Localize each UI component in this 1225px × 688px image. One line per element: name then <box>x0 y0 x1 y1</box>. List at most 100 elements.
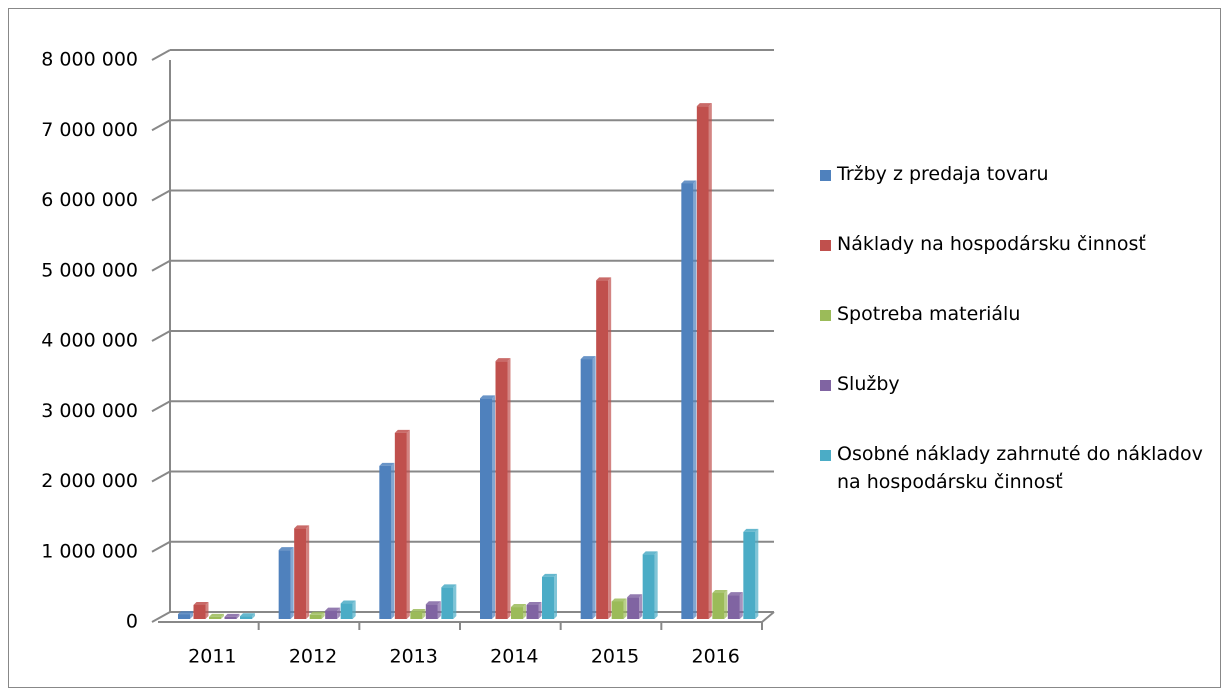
bar-side <box>654 551 658 619</box>
bar-side <box>554 573 557 619</box>
bar-side <box>321 611 325 619</box>
bar-side <box>523 604 526 619</box>
tick-mark <box>151 611 171 623</box>
legend-swatch <box>820 450 831 461</box>
x-tick-label: 2013 <box>389 646 437 668</box>
y-tick-label: 4 000 000 <box>41 330 138 352</box>
bar-top <box>340 600 356 604</box>
legend-label: Služby <box>837 373 900 395</box>
bar-top <box>511 604 526 608</box>
bar <box>441 587 454 619</box>
x-tick-label: 2012 <box>289 646 337 668</box>
bar-side <box>708 103 712 620</box>
bar <box>526 604 539 619</box>
tick-mark <box>151 400 171 413</box>
bar-side <box>538 601 542 619</box>
legend-label: Spotreba materiálu <box>837 303 1021 325</box>
bar-side <box>406 429 410 619</box>
bar-side <box>290 547 294 619</box>
bar-top <box>425 601 441 605</box>
bar <box>278 550 291 619</box>
legend-item: Spotreba materiálu <box>820 300 1215 328</box>
tick-mark <box>151 259 171 272</box>
bar-side <box>739 592 743 619</box>
bar-top <box>542 573 557 577</box>
bar-top <box>596 277 612 281</box>
x-tick-label: 2015 <box>591 646 639 668</box>
bar-side <box>252 613 255 619</box>
bar <box>410 611 423 619</box>
y-tick-label: 3 000 000 <box>41 400 138 422</box>
bar-top <box>642 551 658 555</box>
bar-side <box>337 607 341 619</box>
bar-top <box>278 547 294 551</box>
bar-top <box>178 611 193 615</box>
bar <box>480 398 492 619</box>
bar <box>727 595 740 619</box>
legend-swatch <box>820 380 831 391</box>
bar-side <box>453 584 457 619</box>
bar-side <box>352 600 356 619</box>
y-tick-label: 1 000 000 <box>41 540 138 562</box>
bar <box>681 183 694 619</box>
bar <box>240 616 252 619</box>
bar-top <box>325 607 341 611</box>
bar-side <box>190 611 193 619</box>
bar-top <box>394 429 410 433</box>
bar-top <box>441 584 457 588</box>
bar-side <box>755 528 759 619</box>
bar <box>580 359 593 619</box>
bar <box>309 614 322 619</box>
bar-side <box>507 358 511 619</box>
legend-item: Tržby z predaja tovaru <box>820 160 1215 188</box>
legend-label: Náklady na hospodársku činnosť <box>837 233 1146 255</box>
bar <box>209 616 221 619</box>
bar-top <box>696 103 712 107</box>
bar-top <box>224 613 240 617</box>
bar-side <box>422 608 426 619</box>
tick-mark <box>151 540 171 553</box>
bar-top <box>480 395 495 399</box>
bar-top <box>743 528 759 532</box>
bar-side <box>221 613 224 619</box>
y-tick-label: 7 000 000 <box>41 119 138 141</box>
legend-label: Osobné náklady zahrnuté do nákladov na h… <box>837 443 1203 493</box>
bar-top <box>309 611 325 615</box>
tick-mark <box>151 119 171 132</box>
bar-side <box>724 590 728 619</box>
bar <box>224 616 237 619</box>
bar-side <box>592 356 596 619</box>
bar-side <box>205 601 209 619</box>
legend-swatch <box>820 310 831 321</box>
legend-item: Služby <box>820 370 1215 398</box>
bar-side <box>437 601 441 619</box>
legend-item: Náklady na hospodársku činnosť <box>820 230 1215 258</box>
bar <box>294 528 307 619</box>
tick-mark <box>151 49 171 61</box>
bar-side <box>492 395 495 619</box>
x-tick-label: 2011 <box>188 646 236 668</box>
bar <box>511 607 523 619</box>
legend-item: Osobné náklady zahrnuté do nákladov na h… <box>820 440 1215 496</box>
bar-side <box>306 525 310 619</box>
bar-top <box>379 462 395 466</box>
bar-top <box>495 358 511 362</box>
bar <box>193 604 206 619</box>
bar-top <box>209 613 224 617</box>
y-tick-label: 0 <box>126 611 138 633</box>
bar-top <box>580 356 596 360</box>
y-tick-label: 5 000 000 <box>41 259 138 281</box>
bar <box>425 604 438 619</box>
bar-side <box>608 277 612 619</box>
bar-side <box>639 594 643 619</box>
bar <box>542 576 554 619</box>
y-tick-label: 6 000 000 <box>41 189 138 211</box>
tick-mark <box>151 470 171 483</box>
tick-mark <box>151 330 171 342</box>
bar <box>394 432 407 619</box>
bar <box>627 597 640 619</box>
bar-top <box>294 525 310 529</box>
bar <box>325 610 338 619</box>
